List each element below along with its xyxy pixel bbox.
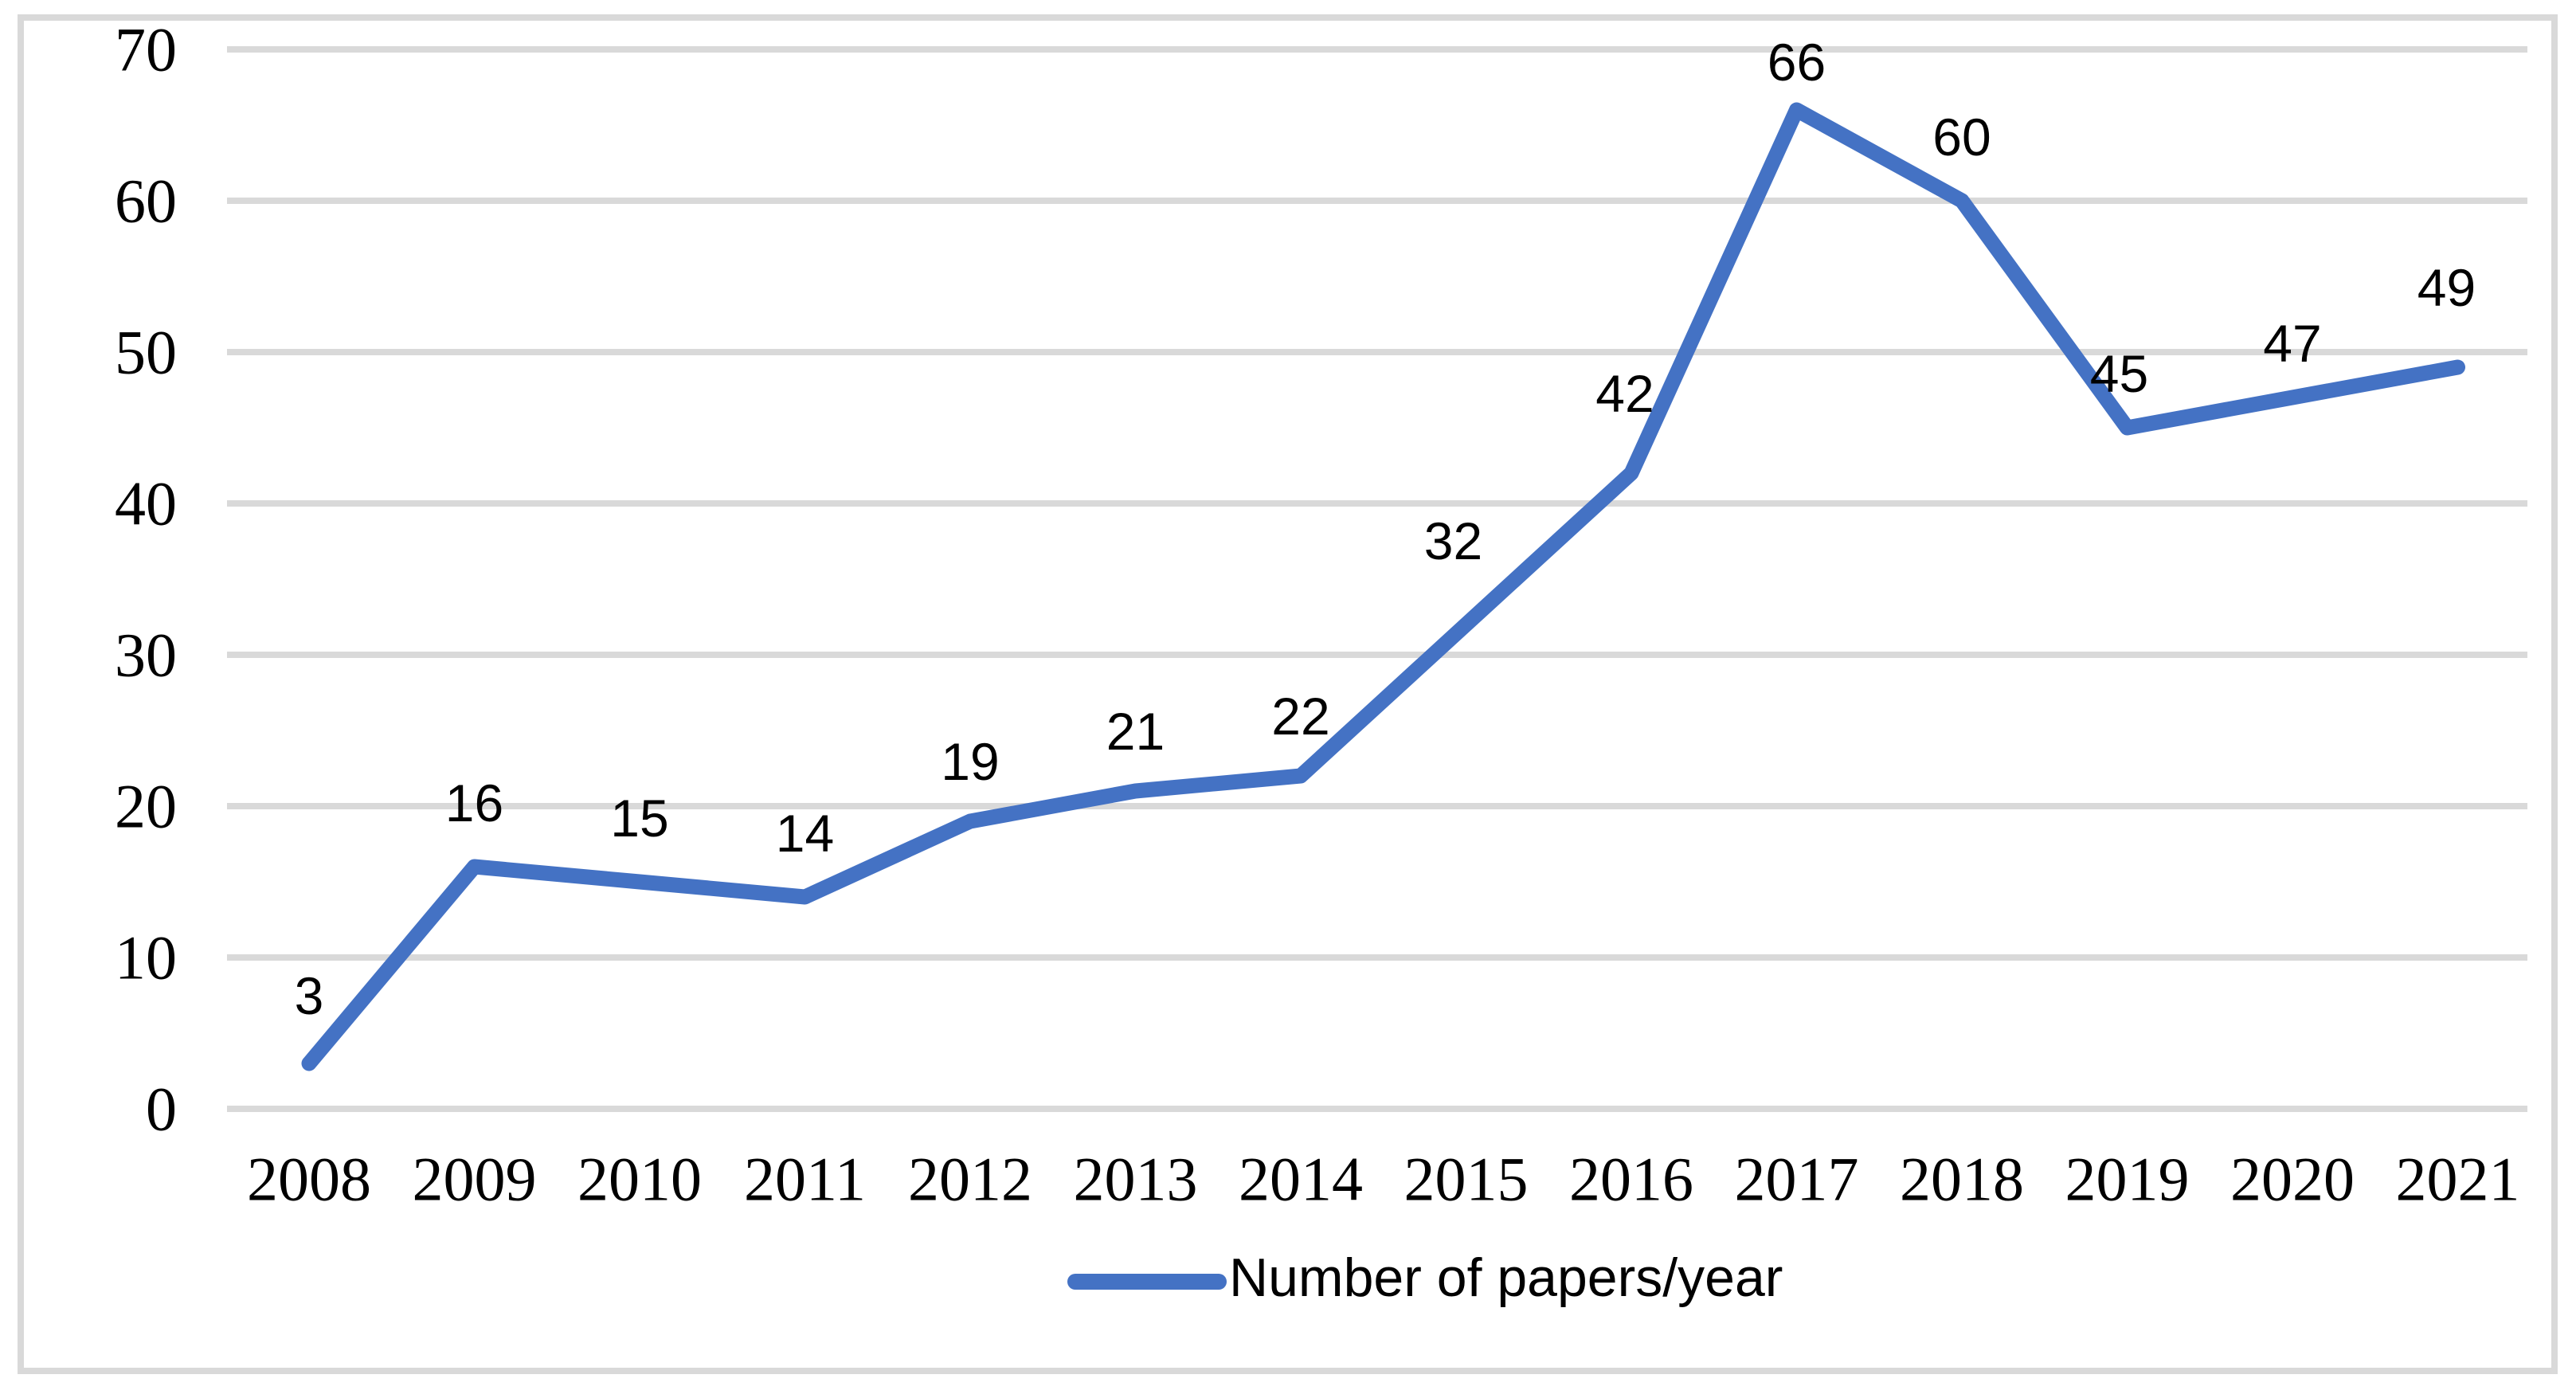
data-label: 3 — [295, 966, 324, 1025]
y-tick-label: 10 — [115, 923, 177, 993]
data-label: 45 — [2090, 344, 2148, 403]
data-label: 32 — [1424, 511, 1482, 570]
data-label: 21 — [1106, 702, 1165, 761]
x-tick-label: 2019 — [2065, 1145, 2190, 1214]
data-label: 15 — [610, 789, 668, 848]
y-axis-labels: 0 10 20 30 40 50 60 70 — [115, 15, 177, 1144]
data-labels: 3 16 15 14 19 21 22 32 42 66 60 45 47 49 — [295, 33, 2476, 1025]
x-tick-label: 2012 — [908, 1145, 1032, 1214]
x-tick-label: 2011 — [744, 1145, 866, 1214]
x-axis-labels: 2008 2009 2010 2011 2012 2013 2014 2015 2016 2017… — [247, 1145, 2520, 1214]
y-tick-label: 50 — [115, 318, 177, 387]
data-label: 60 — [1932, 108, 1991, 166]
y-tick-label: 30 — [115, 621, 177, 690]
data-label: 16 — [445, 773, 503, 832]
x-tick-label: 2014 — [1239, 1145, 1363, 1214]
y-tick-label: 0 — [146, 1075, 177, 1144]
x-tick-label: 2015 — [1404, 1145, 1529, 1214]
x-tick-label: 2009 — [413, 1145, 537, 1214]
data-label: 22 — [1271, 687, 1329, 746]
gridlines — [227, 46, 2527, 1112]
data-label: 66 — [1768, 33, 1826, 92]
y-tick-label: 70 — [115, 15, 177, 84]
data-label: 47 — [2263, 314, 2321, 373]
x-tick-label: 2018 — [1900, 1145, 2024, 1214]
data-label: 42 — [1595, 364, 1654, 423]
data-label: 19 — [941, 732, 999, 791]
x-tick-label: 2008 — [247, 1145, 371, 1214]
data-label: 14 — [776, 804, 834, 863]
legend-label: Number of papers/year — [1229, 1247, 1783, 1308]
y-tick-label: 40 — [115, 469, 177, 538]
x-tick-label: 2013 — [1074, 1145, 1198, 1214]
figure-border — [18, 14, 2558, 1374]
x-tick-label: 2017 — [1735, 1145, 1859, 1214]
legend: Number of papers/year — [1067, 1247, 1783, 1308]
y-tick-label: 20 — [115, 772, 177, 841]
x-tick-label: 2016 — [1569, 1145, 1693, 1214]
x-tick-label: 2021 — [2396, 1145, 2520, 1214]
x-tick-label: 2020 — [2230, 1145, 2355, 1214]
series-line — [301, 102, 2465, 1071]
y-tick-label: 60 — [115, 166, 177, 236]
data-label: 49 — [2417, 258, 2476, 317]
x-tick-label: 2010 — [577, 1145, 702, 1214]
